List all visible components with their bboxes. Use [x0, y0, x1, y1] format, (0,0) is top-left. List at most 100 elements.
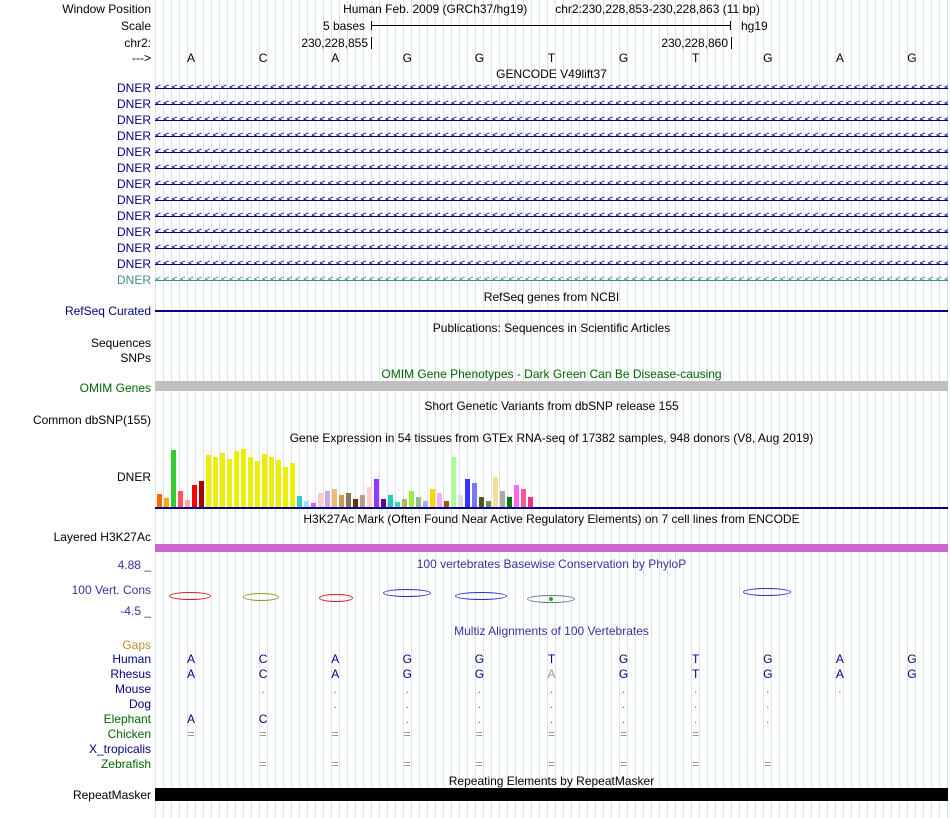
multiz-row-elephant[interactable]: Elephant A C...... [0, 712, 950, 727]
multiz-row-x_tropicalis[interactable]: X_tropicalis [0, 742, 950, 757]
gtex-expression-bar[interactable] [248, 457, 253, 507]
gencode-transcript-row[interactable]: <<<<<<<<<<<<<<<<<<<<<<<<<<<<<<<<<<<<<<<<… [155, 224, 948, 240]
gtex-expression-bar[interactable] [241, 449, 246, 507]
gtex-expression-bar[interactable] [409, 491, 414, 507]
gtex-expression-bar[interactable] [493, 477, 498, 507]
gtex-expression-bar[interactable] [430, 489, 435, 507]
gencode-item-label[interactable]: DNER [116, 81, 151, 95]
gencode-transcript-row[interactable]: <<<<<<<<<<<<<<<<<<<<<<<<<<<<<<<<<<<<<<<<… [155, 160, 948, 176]
gtex-expression-bar[interactable] [311, 503, 316, 507]
species-label[interactable]: Mouse [114, 682, 151, 696]
gtex-expression-bar[interactable] [297, 496, 302, 507]
gencode-transcript-row[interactable]: <<<<<<<<<<<<<<<<<<<<<<<<<<<<<<<<<<<<<<<<… [155, 144, 948, 160]
species-label[interactable]: Zebrafish [100, 757, 151, 771]
h3k27ac-signal-bar[interactable] [155, 544, 948, 552]
gtex-expression-bar[interactable] [346, 493, 351, 507]
gtex-expression-bar[interactable] [486, 501, 491, 507]
species-label[interactable]: X_tropicalis [88, 742, 151, 756]
gencode-track[interactable]: <<<<<<<<<<<<<<<<<<<<<<<<<<<<<<<<<<<<<<<<… [155, 80, 948, 288]
gtex-expression-bar[interactable] [255, 461, 260, 507]
gencode-item-label[interactable]: DNER [116, 193, 151, 207]
gtex-expression-bar[interactable] [500, 491, 505, 507]
gencode-item-label[interactable]: DNER [116, 273, 151, 287]
gtex-expression-bar[interactable] [206, 455, 211, 507]
gtex-expression-bar[interactable] [507, 497, 512, 507]
refseq-curated-label[interactable]: RefSeq Curated [64, 304, 151, 318]
gaps-label[interactable]: Gaps [122, 638, 151, 652]
gtex-expression-bar[interactable] [234, 451, 239, 507]
multiz-row-chicken[interactable]: Chicken = = = = = = = = [0, 727, 950, 742]
gtex-expression-bar[interactable] [276, 460, 281, 507]
gencode-transcript-row[interactable]: <<<<<<<<<<<<<<<<<<<<<<<<<<<<<<<<<<<<<<<<… [155, 112, 948, 128]
gencode-item-label[interactable]: DNER [116, 257, 151, 271]
omim-genes-bar[interactable] [155, 381, 948, 391]
omim-genes-label[interactable]: OMIM Genes [79, 381, 151, 395]
gtex-expression-bar[interactable] [339, 495, 344, 507]
common-dbsnp-label[interactable]: Common dbSNP(155) [32, 413, 151, 427]
multiz-row-zebrafish[interactable]: Zebrafish = = = = = = = = [0, 757, 950, 772]
gtex-expression-bar[interactable] [325, 491, 330, 507]
gencode-item-label[interactable]: DNER [116, 225, 151, 239]
gtex-expression-bar[interactable] [227, 459, 232, 507]
gtex-expression-bar[interactable] [521, 489, 526, 507]
gencode-item-label[interactable]: DNER [116, 177, 151, 191]
gencode-item-label[interactable]: DNER [116, 241, 151, 255]
gencode-item-label[interactable]: DNER [116, 145, 151, 159]
gencode-transcript-row[interactable]: <<<<<<<<<<<<<<<<<<<<<<<<<<<<<<<<<<<<<<<<… [155, 128, 948, 144]
species-label[interactable]: Dog [128, 697, 151, 711]
gencode-transcript-row[interactable]: <<<<<<<<<<<<<<<<<<<<<<<<<<<<<<<<<<<<<<<<… [155, 240, 948, 256]
gtex-expression-bar[interactable] [381, 499, 386, 507]
gtex-expression-bar[interactable] [332, 489, 337, 507]
gtex-expression-bar[interactable] [367, 487, 372, 507]
gtex-gene-label[interactable]: DNER [116, 470, 151, 484]
gtex-expression-bar[interactable] [304, 501, 309, 507]
gencode-transcript-row[interactable]: <<<<<<<<<<<<<<<<<<<<<<<<<<<<<<<<<<<<<<<<… [155, 192, 948, 208]
repeatmasker-label[interactable]: RepeatMasker [72, 788, 151, 802]
gencode-transcript-row[interactable]: <<<<<<<<<<<<<<<<<<<<<<<<<<<<<<<<<<<<<<<<… [155, 176, 948, 192]
gencode-item-label[interactable]: DNER [116, 129, 151, 143]
multiz-row-mouse[interactable]: Mouse......... [0, 682, 950, 697]
species-label[interactable]: Elephant [103, 712, 151, 726]
gtex-expression-bar[interactable] [402, 499, 407, 507]
layered-h3k27ac-label[interactable]: Layered H3K27Ac [53, 530, 151, 544]
phylop-track[interactable] [155, 584, 948, 606]
gtex-expression-bar[interactable] [528, 497, 533, 507]
multiz-alignment-track[interactable]: Human A C A G G T G T G A G Rhesus A C A G G A G T G A G Mouse..… [0, 652, 950, 772]
gtex-expression-bar[interactable] [451, 457, 456, 507]
gtex-expression-bar[interactable] [318, 493, 323, 507]
vert-cons-label[interactable]: 100 Vert. Cons [71, 583, 151, 597]
gtex-expression-bar[interactable] [444, 501, 449, 507]
gtex-expression-bar[interactable] [465, 479, 470, 507]
gencode-item-label[interactable]: DNER [116, 113, 151, 127]
gencode-transcript-row[interactable]: <<<<<<<<<<<<<<<<<<<<<<<<<<<<<<<<<<<<<<<<… [155, 272, 948, 288]
gencode-item-label[interactable]: DNER [116, 97, 151, 111]
multiz-row-dog[interactable]: Dog....... [0, 697, 950, 712]
gtex-expression-bar[interactable] [213, 457, 218, 507]
gtex-barchart[interactable] [157, 445, 533, 507]
gtex-expression-bar[interactable] [395, 502, 400, 507]
gtex-expression-bar[interactable] [416, 497, 421, 507]
species-label[interactable]: Chicken [107, 727, 151, 741]
gtex-expression-bar[interactable] [290, 463, 295, 507]
gtex-expression-bar[interactable] [199, 481, 204, 507]
gtex-expression-bar[interactable] [283, 467, 288, 507]
gtex-expression-bar[interactable] [185, 500, 190, 507]
gtex-expression-bar[interactable] [353, 499, 358, 507]
gencode-transcript-row[interactable]: <<<<<<<<<<<<<<<<<<<<<<<<<<<<<<<<<<<<<<<<… [155, 80, 948, 96]
gtex-expression-bar[interactable] [178, 491, 183, 507]
gtex-expression-bar[interactable] [374, 479, 379, 507]
gtex-expression-bar[interactable] [479, 497, 484, 507]
snps-label[interactable]: SNPs [120, 351, 151, 365]
gtex-expression-bar[interactable] [423, 501, 428, 507]
sequences-label[interactable]: Sequences [90, 336, 151, 350]
multiz-row-human[interactable]: Human A C A G G T G T G A G [0, 652, 950, 667]
gtex-expression-bar[interactable] [164, 498, 169, 507]
gtex-expression-bar[interactable] [269, 457, 274, 507]
gtex-expression-bar[interactable] [388, 495, 393, 507]
gtex-expression-bar[interactable] [192, 485, 197, 507]
gencode-transcript-row[interactable]: <<<<<<<<<<<<<<<<<<<<<<<<<<<<<<<<<<<<<<<<… [155, 208, 948, 224]
gencode-item-label[interactable]: DNER [116, 209, 151, 223]
species-label[interactable]: Rhesus [110, 667, 151, 681]
gtex-expression-bar[interactable] [157, 494, 162, 507]
gtex-expression-bar[interactable] [262, 454, 267, 507]
